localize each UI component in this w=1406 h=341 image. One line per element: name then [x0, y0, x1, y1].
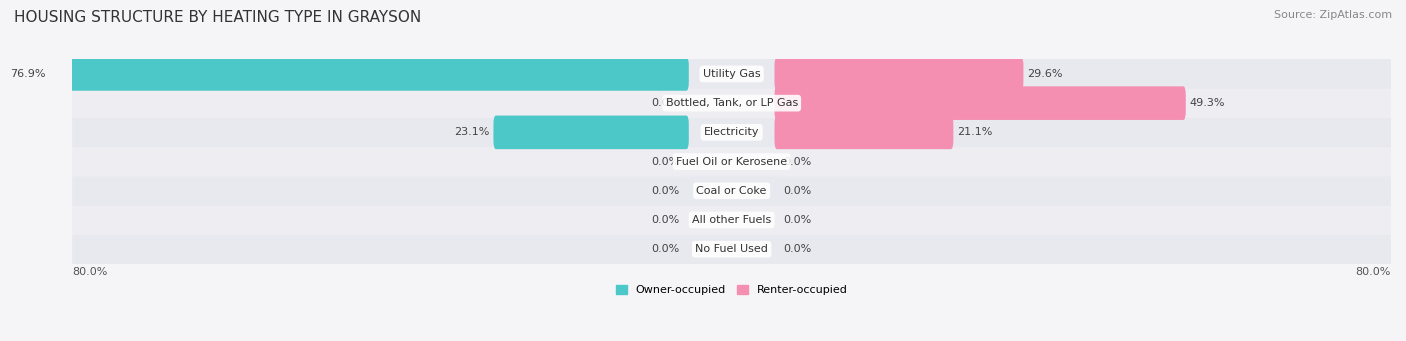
FancyBboxPatch shape — [775, 57, 1024, 91]
Text: 0.0%: 0.0% — [783, 215, 811, 225]
Text: Bottled, Tank, or LP Gas: Bottled, Tank, or LP Gas — [665, 98, 797, 108]
Text: 0.0%: 0.0% — [651, 244, 679, 254]
Text: 0.0%: 0.0% — [783, 186, 811, 196]
FancyBboxPatch shape — [775, 116, 953, 149]
Legend: Owner-occupied, Renter-occupied: Owner-occupied, Renter-occupied — [616, 285, 848, 295]
Text: 0.0%: 0.0% — [783, 244, 811, 254]
Text: 21.1%: 21.1% — [957, 128, 993, 137]
FancyBboxPatch shape — [72, 205, 1391, 235]
Text: 23.1%: 23.1% — [454, 128, 489, 137]
Text: Utility Gas: Utility Gas — [703, 69, 761, 79]
Text: Source: ZipAtlas.com: Source: ZipAtlas.com — [1274, 10, 1392, 20]
FancyBboxPatch shape — [51, 57, 689, 91]
FancyBboxPatch shape — [494, 116, 689, 149]
Text: Fuel Oil or Kerosene: Fuel Oil or Kerosene — [676, 157, 787, 167]
Text: No Fuel Used: No Fuel Used — [695, 244, 768, 254]
Text: 0.0%: 0.0% — [651, 215, 679, 225]
FancyBboxPatch shape — [72, 234, 1391, 264]
FancyBboxPatch shape — [72, 117, 1391, 147]
Text: 0.0%: 0.0% — [651, 186, 679, 196]
Text: 80.0%: 80.0% — [1355, 267, 1391, 277]
Text: 49.3%: 49.3% — [1189, 98, 1226, 108]
FancyBboxPatch shape — [72, 147, 1391, 177]
Text: 0.0%: 0.0% — [783, 157, 811, 167]
Text: 29.6%: 29.6% — [1028, 69, 1063, 79]
Text: Coal or Coke: Coal or Coke — [696, 186, 766, 196]
Text: 0.0%: 0.0% — [651, 157, 679, 167]
Text: 76.9%: 76.9% — [10, 69, 46, 79]
Text: HOUSING STRUCTURE BY HEATING TYPE IN GRAYSON: HOUSING STRUCTURE BY HEATING TYPE IN GRA… — [14, 10, 422, 25]
Text: All other Fuels: All other Fuels — [692, 215, 772, 225]
Text: Electricity: Electricity — [704, 128, 759, 137]
Text: 0.0%: 0.0% — [651, 98, 679, 108]
FancyBboxPatch shape — [72, 59, 1391, 89]
FancyBboxPatch shape — [72, 176, 1391, 206]
FancyBboxPatch shape — [775, 86, 1185, 120]
FancyBboxPatch shape — [72, 88, 1391, 118]
Text: 80.0%: 80.0% — [72, 267, 108, 277]
